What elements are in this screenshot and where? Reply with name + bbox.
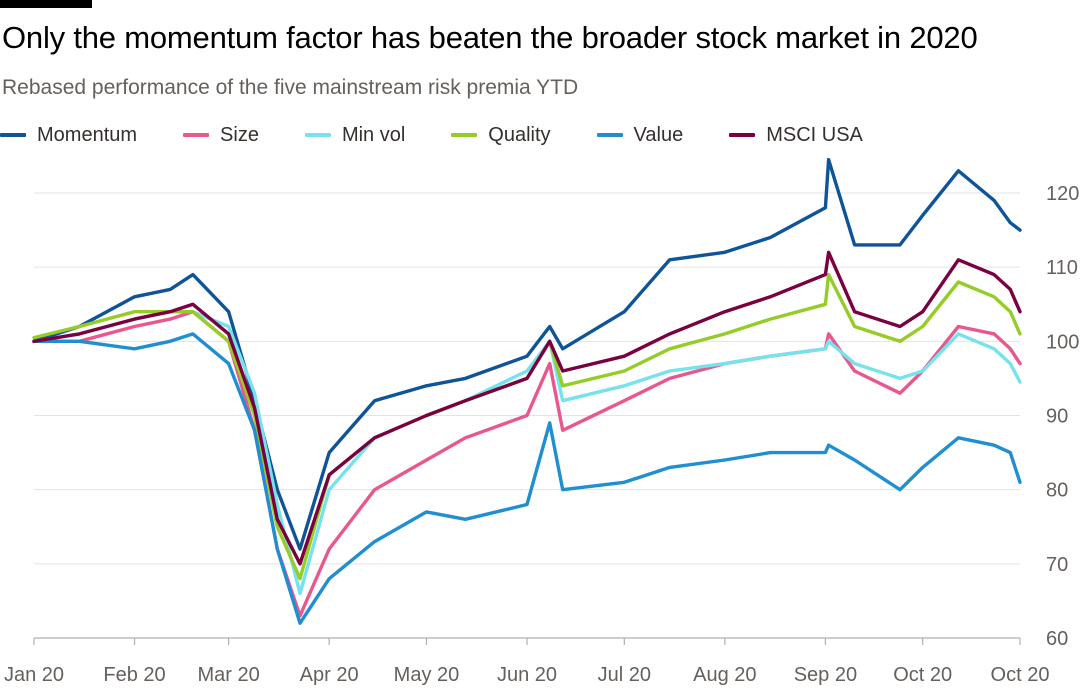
- legend-swatch: [596, 133, 623, 137]
- series-line: [32, 157, 1022, 551]
- legend-label: Size: [220, 123, 259, 146]
- series-line: [32, 272, 1022, 581]
- y-tick-label: 100: [1046, 331, 1079, 353]
- x-tick-label: Jun 20: [497, 664, 557, 686]
- legend-swatch: [451, 133, 478, 137]
- x-tick-label: Feb 20: [103, 664, 165, 686]
- legend-swatch: [0, 133, 26, 137]
- y-tick-label: 80: [1046, 480, 1068, 502]
- series-line: [32, 332, 1022, 625]
- x-tick-label: Jan 20: [4, 664, 64, 686]
- series-line: [32, 250, 1022, 566]
- x-tick-label: Apr 20: [300, 664, 359, 686]
- legend-swatch: [183, 133, 210, 137]
- x-tick-label: Jul 20: [598, 664, 651, 686]
- y-tick-label: 90: [1046, 406, 1068, 428]
- y-tick-label: 60: [1046, 628, 1068, 650]
- legend-item: Size: [183, 124, 259, 147]
- legend-label: MSCI USA: [766, 123, 863, 146]
- legend-item: Value: [596, 123, 684, 147]
- y-tick-label: 120: [1046, 183, 1079, 205]
- legend-label: Quality: [488, 123, 551, 146]
- chart-legend: Momentum Size Min vol Quality Value MSCI USA: [0, 122, 909, 148]
- legend-swatch: [729, 133, 756, 137]
- line-chart: 120 110 100 90 80 70 60 Jan 20 Feb 20 Mar 20 Apr 2…: [4, 157, 1079, 686]
- legend-swatch: [304, 133, 331, 137]
- x-tick-label: Aug 20: [693, 664, 756, 686]
- brand-bar: [0, 0, 92, 8]
- y-tick-label: 70: [1046, 554, 1068, 576]
- x-tick-label: May 20: [394, 664, 460, 686]
- chart-title: Only the momentum factor has beaten the …: [2, 20, 978, 55]
- legend-item: Min vol: [304, 123, 406, 147]
- legend-item: Momentum: [0, 124, 137, 147]
- chart-subtitle: Rebased performance of the five mainstre…: [2, 76, 579, 99]
- x-tick-label: Oct 20: [991, 664, 1050, 686]
- x-tick-label: Mar 20: [197, 664, 259, 686]
- legend-label: Value: [633, 123, 684, 146]
- legend-label: Min vol: [341, 123, 406, 146]
- legend-item: Quality: [451, 123, 551, 147]
- x-tick-label: Oct 20: [893, 664, 952, 686]
- y-tick-label: 110: [1046, 257, 1078, 279]
- legend-label: Momentum: [37, 123, 138, 146]
- legend-item: MSCI USA: [729, 124, 863, 147]
- x-tick-label: Sep 20: [794, 664, 857, 686]
